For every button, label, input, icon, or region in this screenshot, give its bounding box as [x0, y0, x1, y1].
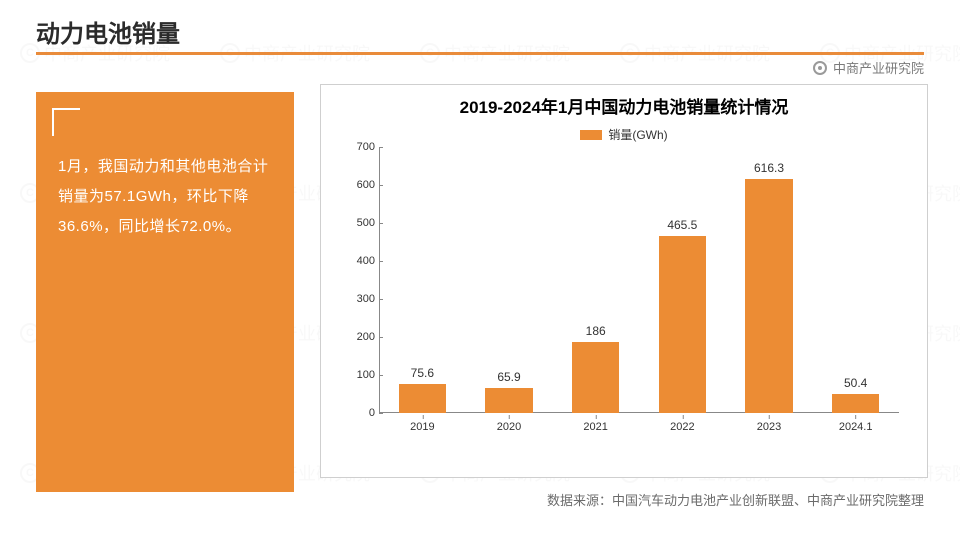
y-tick: 0	[345, 407, 375, 419]
y-tick: 500	[345, 217, 375, 229]
brand-label: 中商产业研究院	[833, 58, 924, 77]
chart-panel: 2019-2024年1月中国动力电池销量统计情况 销量(GWh) 0 100 200…	[320, 84, 928, 478]
chart-plot: 010020030040050060070075.6201965.9202018…	[379, 147, 899, 433]
y-tick: 300	[345, 293, 375, 305]
brand: 中商产业研究院	[813, 58, 924, 77]
bar-label: 75.6	[411, 366, 434, 380]
y-tick: 400	[345, 255, 375, 267]
header-rule	[36, 52, 924, 55]
bar-label: 616.3	[754, 161, 784, 175]
y-tick: 600	[345, 179, 375, 191]
card-corner-icon	[52, 108, 80, 136]
slide: C中商产业研究院C中商产业研究院C中商产业研究院C中商产业研究院C中商产业研究院…	[0, 0, 960, 540]
legend-label: 销量(GWh)	[608, 126, 667, 143]
chart-legend: 销量(GWh)	[321, 126, 927, 143]
x-tick: 2024.1	[839, 421, 873, 433]
data-source: 数据来源：中国汽车动力电池产业创新联盟、中商产业研究院整理	[320, 490, 924, 509]
header: 动力电池销量	[36, 14, 924, 49]
chart-title: 2019-2024年1月中国动力电池销量统计情况	[321, 85, 927, 118]
summary-text: 1月，我国动力和其他电池合计销量为57.1GWh，环比下降36.6%，同比增长7…	[58, 152, 272, 242]
bar	[572, 342, 620, 413]
page-title: 动力电池销量	[36, 14, 924, 49]
x-tick: 2022	[670, 421, 694, 433]
x-tick: 2020	[497, 421, 521, 433]
bar	[399, 384, 447, 413]
x-tick: 2021	[583, 421, 607, 433]
bar	[832, 394, 880, 413]
bar-label: 65.9	[497, 370, 520, 384]
y-tick: 100	[345, 369, 375, 381]
x-axis	[379, 412, 899, 413]
bar-label: 50.4	[844, 376, 867, 390]
bar	[485, 388, 533, 413]
y-tick: 700	[345, 141, 375, 153]
bar	[659, 236, 707, 413]
brand-icon	[813, 61, 827, 75]
y-axis	[379, 147, 380, 413]
x-tick: 2023	[757, 421, 781, 433]
y-tick: 200	[345, 331, 375, 343]
summary-card: 1月，我国动力和其他电池合计销量为57.1GWh，环比下降36.6%，同比增长7…	[36, 92, 294, 492]
legend-swatch	[580, 130, 602, 140]
x-tick: 2019	[410, 421, 434, 433]
bar-label: 186	[586, 324, 606, 338]
bar	[745, 179, 793, 413]
bar-label: 465.5	[667, 218, 697, 232]
